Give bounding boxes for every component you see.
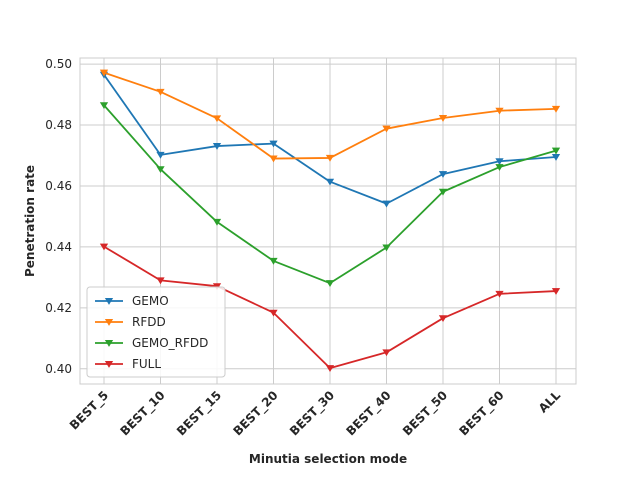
data-point-marker xyxy=(382,200,391,208)
data-point-marker xyxy=(269,155,278,163)
data-point-marker xyxy=(156,277,165,285)
data-point-marker xyxy=(325,178,335,186)
x-tick-label: BEST_50 xyxy=(400,388,451,439)
x-tick-label: BEST_10 xyxy=(118,388,169,439)
data-point-marker xyxy=(156,166,165,174)
y-tick-label: 0.46 xyxy=(45,179,72,193)
legend-marker xyxy=(104,297,114,305)
y-tick-label: 0.44 xyxy=(45,240,72,254)
x-axis-label: Minutia selection mode xyxy=(249,452,407,466)
data-point-marker xyxy=(438,188,448,196)
x-tick-label: BEST_15 xyxy=(174,388,225,439)
y-tick-label: 0.48 xyxy=(45,118,72,132)
data-point-marker xyxy=(438,315,448,323)
x-tick-label: BEST_20 xyxy=(231,388,282,439)
y-tick-label: 0.50 xyxy=(45,57,72,71)
x-tick-label: BEST_5 xyxy=(67,388,112,433)
data-point-marker xyxy=(156,151,165,159)
data-point-marker xyxy=(99,102,109,110)
x-tick-label: BEST_40 xyxy=(344,388,395,439)
x-tick-label: BEST_30 xyxy=(287,388,338,439)
data-point-marker xyxy=(438,115,448,122)
y-tick-label: 0.40 xyxy=(45,362,72,376)
data-point-marker xyxy=(551,147,561,155)
data-point-marker xyxy=(269,309,278,317)
y-tick-labels: 0.40 0.42 0.44 0.46 0.48 0.50 xyxy=(45,57,72,376)
data-point-marker xyxy=(99,243,109,251)
data-point-marker xyxy=(495,290,504,298)
legend-marker xyxy=(104,318,114,326)
legend: GEMO RFDD GEMO_RFDD FULL xyxy=(86,286,226,378)
legend-label: GEMO xyxy=(132,294,169,308)
data-point-marker xyxy=(269,140,278,148)
data-point-marker xyxy=(212,115,222,123)
y-axis-label: Penetration rate xyxy=(23,165,37,277)
series-lines xyxy=(99,69,561,372)
data-point-marker xyxy=(99,69,109,77)
legend-box xyxy=(86,286,226,378)
data-point-marker xyxy=(495,158,504,166)
x-tick-label: ALL xyxy=(536,388,564,416)
legend-label: FULL xyxy=(132,357,161,371)
x-tick-labels: BEST_5 BEST_10 BEST_15 BEST_20 BEST_30 BEST_4… xyxy=(67,388,563,439)
data-point-marker xyxy=(212,143,222,150)
data-point-marker xyxy=(495,107,504,115)
data-point-marker xyxy=(325,154,335,162)
data-point-marker xyxy=(551,105,561,113)
data-point-marker xyxy=(382,349,391,357)
y-tick-label: 0.42 xyxy=(45,301,72,315)
data-point-marker xyxy=(212,283,222,291)
data-point-marker xyxy=(495,164,504,171)
x-tick-label: BEST_60 xyxy=(457,388,508,439)
data-point-marker xyxy=(156,88,165,96)
data-point-marker xyxy=(382,125,391,133)
data-point-marker xyxy=(325,280,335,287)
data-point-marker xyxy=(551,288,561,295)
legend-label: GEMO_RFDD xyxy=(132,336,208,350)
legend-label: RFDD xyxy=(132,315,166,329)
data-point-marker xyxy=(438,171,448,178)
data-point-marker xyxy=(382,244,391,252)
legend-marker xyxy=(104,360,114,368)
data-point-marker xyxy=(269,257,278,265)
data-point-marker xyxy=(212,218,222,226)
legend-marker xyxy=(104,339,114,347)
data-point-marker xyxy=(325,365,335,372)
